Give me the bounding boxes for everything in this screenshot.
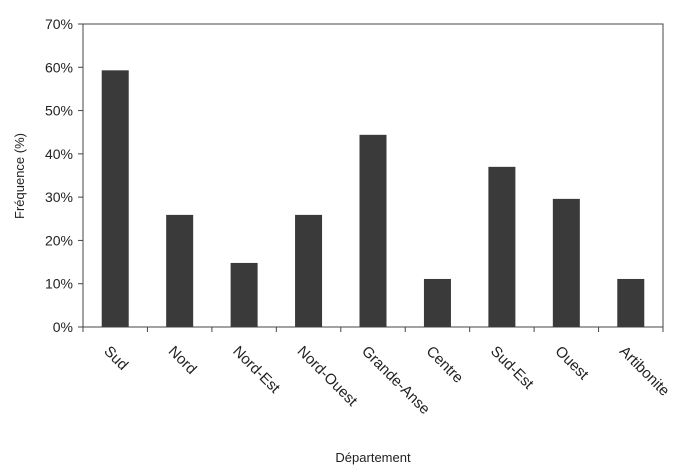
y-tick-label: 70% [45,16,73,32]
x-tick-label-nord-ouest: Nord-Ouest [294,343,361,410]
y-tick-label: 30% [45,189,73,205]
bar-ouest [552,198,580,327]
bar-sud-est [488,166,516,327]
y-tick-label: 60% [45,59,73,75]
bar-nord-est [230,262,258,327]
y-tick-label: 10% [45,276,73,292]
x-tick-label-sud: Sud [100,343,131,374]
y-axis-title: Fréquence (%) [12,133,27,219]
bar-sud [101,70,129,328]
bar-series [101,70,645,328]
x-tick-label-sud-est: Sud-Est [487,343,537,393]
y-tick-label: 40% [45,146,73,162]
x-tick-label-centre: Centre [423,343,467,387]
y-tick-label: 50% [45,103,73,119]
y-axis: 0% 10% 20% 30% 40% 50% 60% 70% [45,16,83,335]
x-tick-label-artibonite: Artibonite [616,343,673,400]
bar-nord [166,214,194,327]
bar-artibonite [617,278,645,327]
x-axis: Sud Nord Nord-Est Nord-OuestGrande-AnseCent… [82,327,673,418]
y-tick-label: 0% [53,319,73,335]
bar-grande-anse [359,134,387,327]
x-tick-label-nord-est: Nord-Est [229,343,283,397]
bar-nord-ouest [295,214,323,327]
bar-centre [423,278,451,327]
y-tick-label: 20% [45,232,73,248]
x-axis-title: Département [335,450,411,465]
x-tick-label-ouest: Ouest [552,343,593,384]
x-tick-label-nord: Nord [165,343,200,378]
